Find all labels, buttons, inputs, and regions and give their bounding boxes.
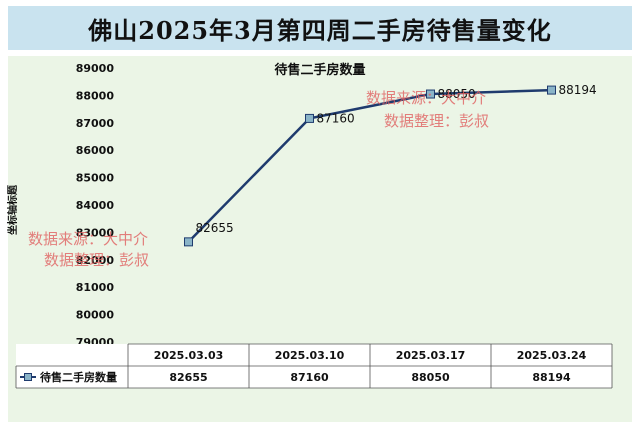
legend-marker-swatch: [24, 373, 32, 381]
x-category-label: 2025.03.10: [275, 349, 345, 362]
data-table: 2025.03.03 2025.03.10 2025.03.17 2025.03.24…: [15, 343, 613, 389]
chart-title: 待售二手房数量: [273, 62, 365, 78]
data-label: 88050: [438, 87, 476, 101]
x-category-label: 2025.03.24: [517, 349, 587, 362]
x-category-label: 2025.03.03: [154, 349, 224, 362]
watermark-2: 数据来源：大中介 数据整理：彭叔: [366, 89, 489, 130]
watermark-1: 数据来源：大中介 数据整理：彭叔: [28, 230, 149, 269]
table-value-cell: 82655: [169, 371, 207, 384]
y-tick-label: 88000: [76, 89, 115, 102]
y-tick-label: 89000: [76, 62, 115, 75]
y-tick-label: 80000: [76, 309, 115, 322]
series-line: [187, 88, 552, 243]
y-axis-title: 坐标轴标题: [6, 184, 19, 235]
y-tick-label: 84000: [76, 199, 115, 212]
data-label: 87160: [317, 111, 355, 125]
table-value-cell: 88050: [411, 371, 450, 384]
data-label: 82655: [196, 221, 234, 235]
title-bar: 佛山2025年3月第四周二手房待售量变化: [8, 6, 632, 50]
y-tick-label: 86000: [76, 144, 115, 157]
table-value-cell: 87160: [290, 371, 329, 384]
y-tick-label: 82000: [76, 254, 115, 267]
x-category-label: 2025.03.17: [396, 349, 466, 362]
data-point-marker: [305, 113, 314, 123]
data-point-marker: [184, 237, 193, 247]
legend-series-name: 待售二手房数量: [39, 370, 117, 384]
y-axis-ticks: 89000 88000 87000 86000 85000 84000 83000 82000…: [76, 62, 115, 349]
data-point-marker: [547, 85, 556, 95]
y-tick-label: 87000: [76, 117, 115, 130]
y-tick-label: 81000: [76, 281, 115, 294]
watermark-2-source: 数据来源：大中介: [366, 89, 486, 107]
watermark-1-editor: 数据整理：彭叔: [44, 251, 149, 269]
y-tick-label: 85000: [76, 172, 115, 185]
data-label: 88194: [559, 83, 597, 97]
table-value-cell: 88194: [532, 371, 571, 384]
series-layer: 82655 87160 88050 88194: [184, 83, 597, 247]
data-point-marker: [426, 89, 435, 99]
y-tick-label: 83000: [76, 226, 115, 239]
page-title: 佛山2025年3月第四周二手房待售量变化: [88, 15, 552, 45]
watermark-1-source: 数据来源：大中介: [28, 230, 148, 248]
watermark-2-editor: 数据整理：彭叔: [384, 112, 489, 130]
